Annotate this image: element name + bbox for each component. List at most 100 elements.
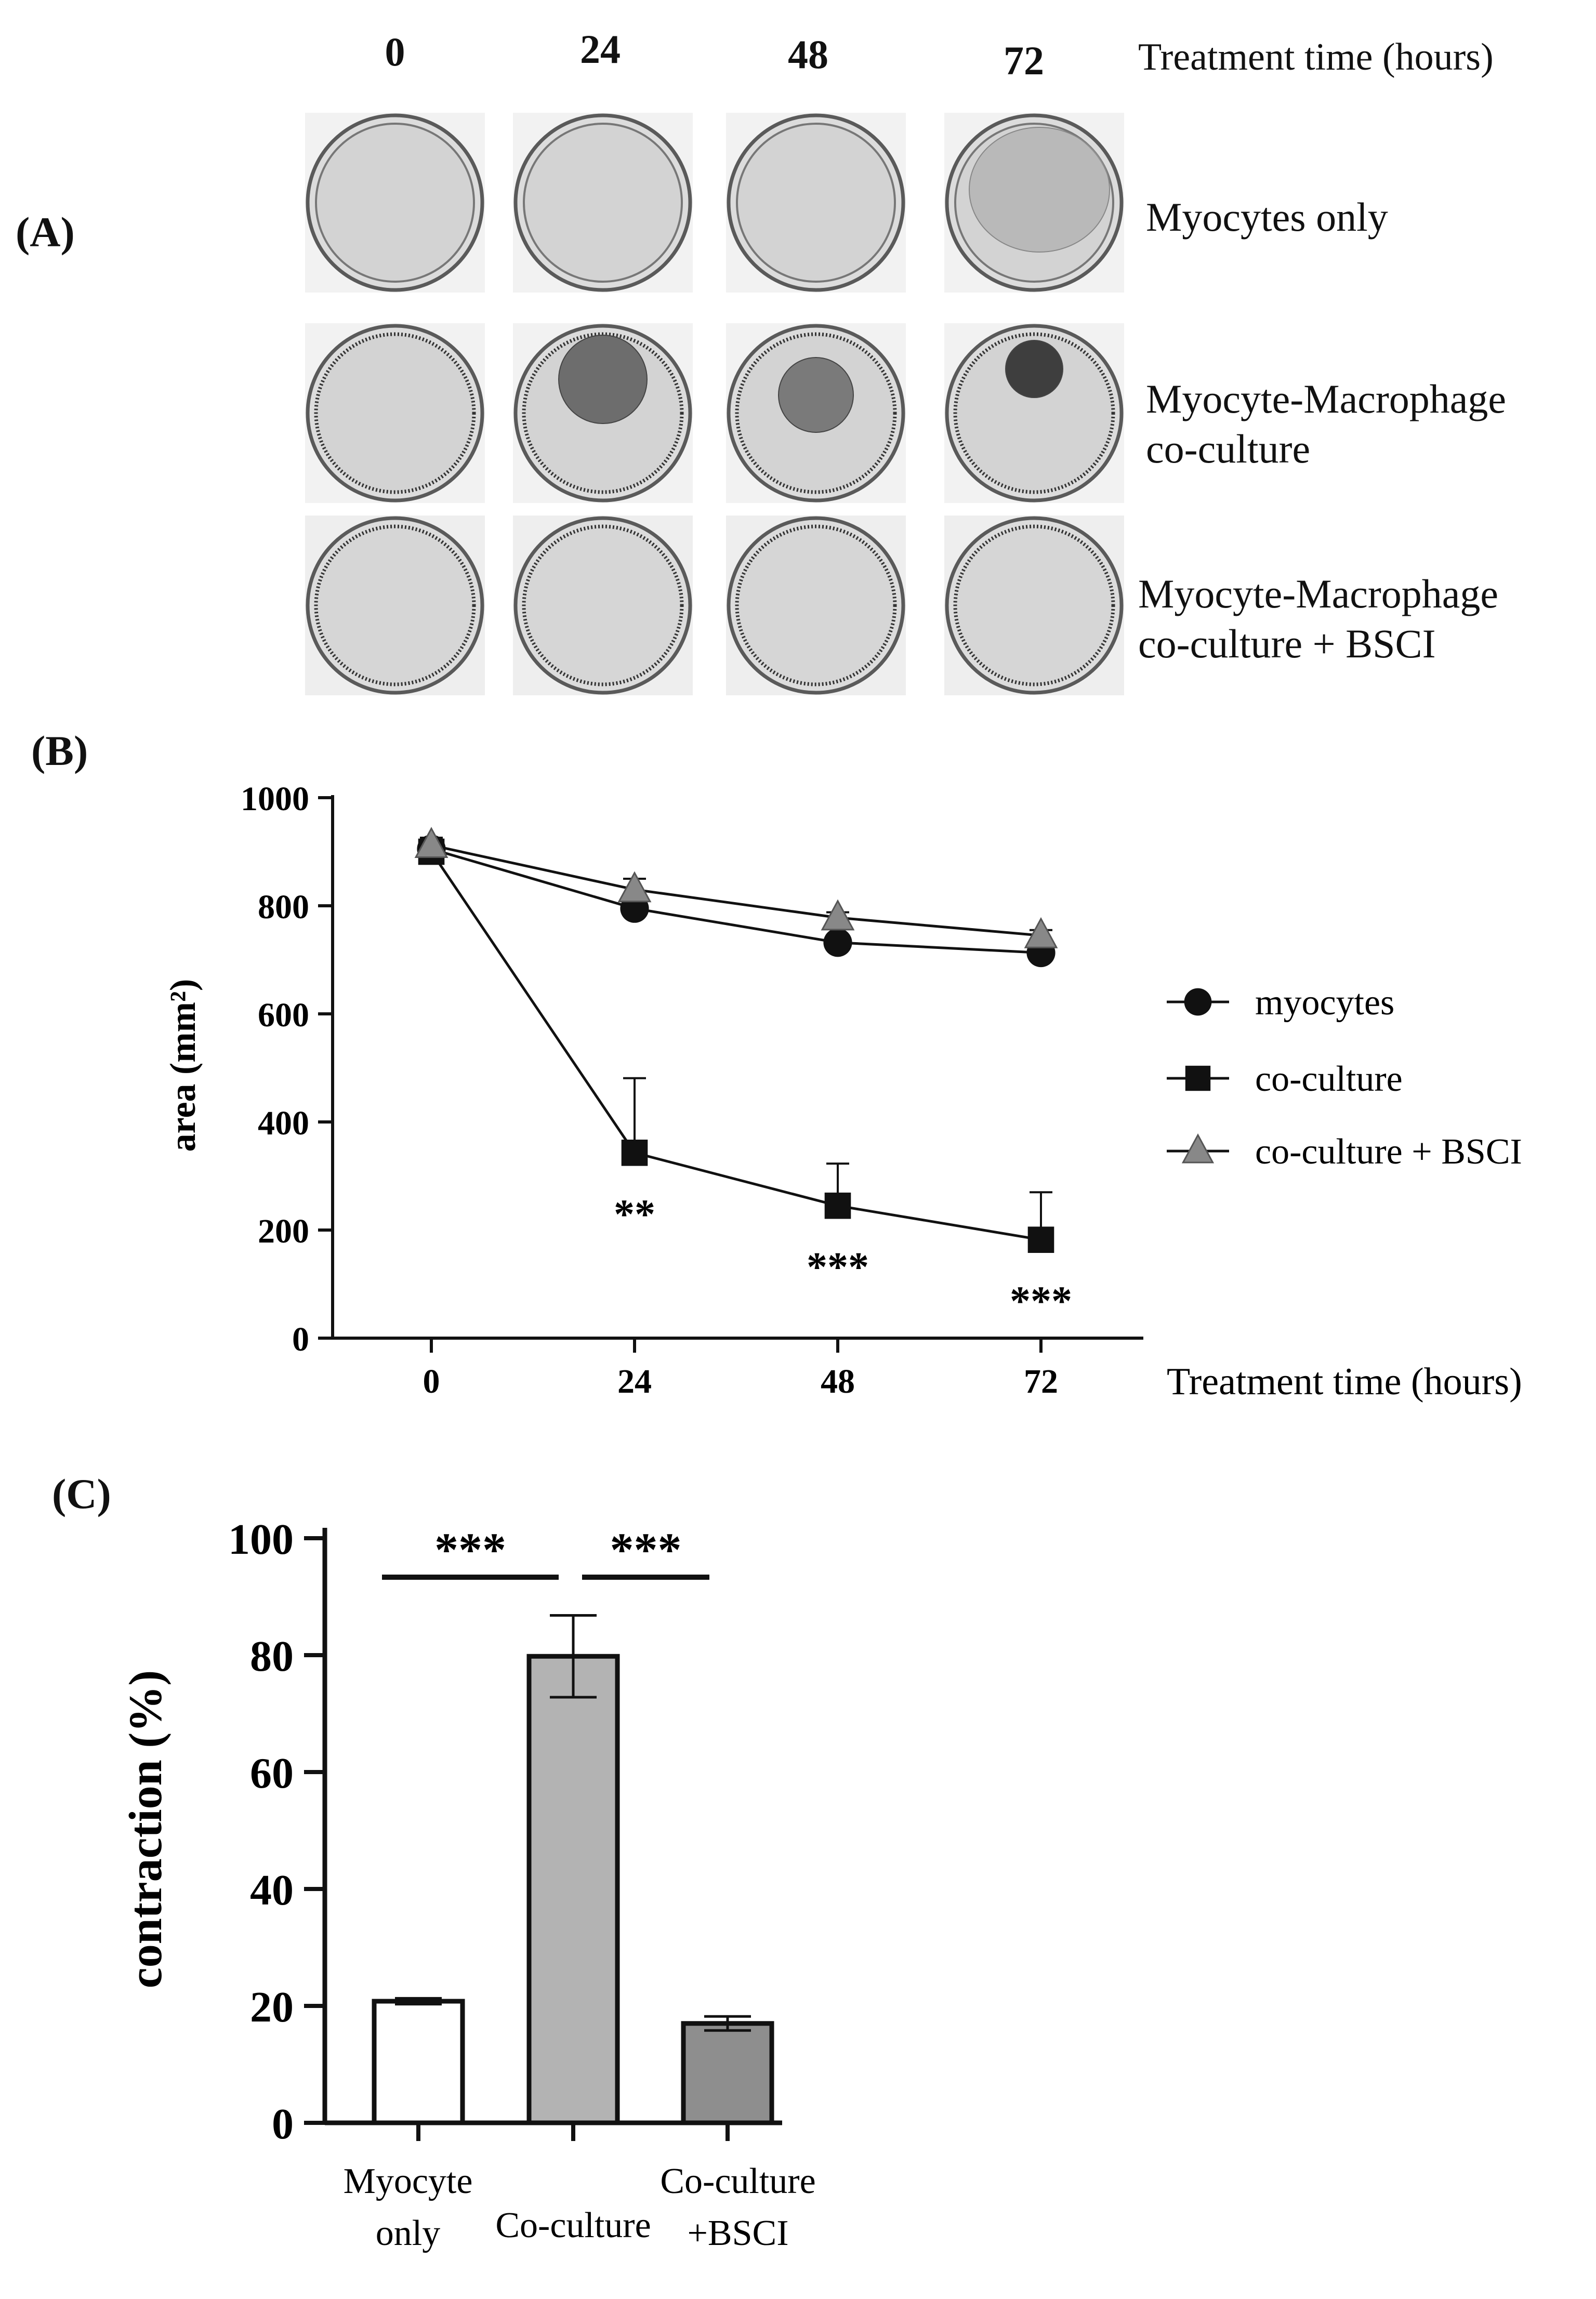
x-tick-label: 24 xyxy=(617,1363,652,1400)
dish-inner-well xyxy=(314,524,476,686)
circle-marker xyxy=(823,928,852,957)
time-header-24: 24 xyxy=(580,27,621,72)
x-category-label: Co-culture xyxy=(660,2161,815,2201)
square-marker xyxy=(621,1139,648,1166)
petri-dish-drawing xyxy=(726,113,906,293)
square-marker xyxy=(1027,1226,1054,1253)
y-tick-label: 100 xyxy=(228,1515,294,1564)
series-co-culture xyxy=(418,838,1054,1253)
dish-inner-well xyxy=(953,332,1115,494)
panel-a: 0 24 48 72 Treatment time (hours) Myocyt… xyxy=(0,0,1596,707)
line-chart-area: 0 200 400 600 800 1000 0 24 48 72 Treatment time (… xyxy=(163,780,1522,1403)
dish-inner-well xyxy=(315,123,475,283)
petri-dish-photo xyxy=(725,514,907,696)
petri-dish-drawing xyxy=(726,516,906,695)
petri-dish-photo xyxy=(512,112,694,294)
x-category-label: +BSCI xyxy=(687,2213,788,2253)
circle-marker xyxy=(1184,988,1212,1016)
time-header-72: 72 xyxy=(1004,38,1044,83)
y-tick-label: 600 xyxy=(258,996,309,1034)
dish-inner-well xyxy=(953,524,1115,686)
petri-dish-photo xyxy=(512,322,694,504)
petri-dish-drawing xyxy=(944,113,1124,293)
time-header-48: 48 xyxy=(788,32,828,77)
legend-label: co-culture xyxy=(1255,1059,1403,1099)
bar xyxy=(681,2021,774,2125)
x-tick-label: 48 xyxy=(821,1363,855,1400)
y-tick-label: 60 xyxy=(250,1749,294,1798)
contracted-gel xyxy=(1005,340,1063,398)
significance-stars: *** xyxy=(434,1523,506,1576)
bar xyxy=(526,1654,620,2125)
x-category-label: only xyxy=(376,2213,440,2253)
row-label-myocytes-only: Myocytes only xyxy=(1146,192,1388,242)
y-tick-label: 1000 xyxy=(241,780,309,818)
x-category-label: Co-culture xyxy=(495,2205,651,2245)
y-tick-label: 0 xyxy=(292,1320,309,1358)
y-axis-title: contraction (%) xyxy=(120,1670,172,1988)
square-marker xyxy=(1185,1065,1211,1091)
petri-dish-photo xyxy=(943,322,1125,504)
row-label-coculture: Myocyte-Macrophage co-culture xyxy=(1146,374,1506,474)
dish-inner-well xyxy=(314,332,476,494)
triangle-marker xyxy=(821,899,855,931)
petri-dish-photo xyxy=(725,322,907,504)
petri-dish-drawing xyxy=(513,113,693,293)
petri-dish-drawing xyxy=(305,113,485,293)
square-marker xyxy=(824,1192,851,1219)
petri-dish-photo xyxy=(512,514,694,696)
y-tick-label: 80 xyxy=(250,1632,294,1681)
y-tick-label: 0 xyxy=(272,2100,294,2148)
petri-dish-drawing xyxy=(305,516,485,695)
row-label-line: co-culture xyxy=(1146,426,1311,471)
x-category-label: Myocyte xyxy=(344,2161,473,2201)
row-label-coculture-bsci: Myocyte-Macrophage co-culture + BSCI xyxy=(1138,569,1498,669)
petri-dish-photo xyxy=(943,514,1125,696)
triangle-marker xyxy=(1181,1133,1215,1164)
time-header-0: 0 xyxy=(385,29,405,74)
y-tick-label: 200 xyxy=(258,1212,309,1250)
significance-stars: *** xyxy=(807,1245,869,1290)
bar-chart-contraction: 0 20 40 60 80 100 contraction (%) Myocyte only Co… xyxy=(120,1515,816,2253)
dish-inner-well xyxy=(735,524,897,686)
row-label-line: co-culture + BSCI xyxy=(1138,621,1436,666)
series-line xyxy=(431,844,1041,937)
legend-label: co-culture + BSCI xyxy=(1255,1132,1522,1172)
series-line xyxy=(431,848,1041,954)
triangle-marker xyxy=(617,871,652,903)
y-tick-label: 40 xyxy=(250,1866,294,1914)
panel-label-c: (C) xyxy=(52,1470,111,1517)
row-label-line: Myocytes only xyxy=(1146,194,1388,240)
row-label-line: Myocyte-Macrophage xyxy=(1146,376,1507,421)
y-tick-label: 20 xyxy=(250,1983,294,2031)
x-axis-title: Treatment time (hours) xyxy=(1167,1360,1522,1403)
petri-dish-photo xyxy=(304,514,486,696)
petri-dish-photo xyxy=(943,112,1125,294)
triangle-marker xyxy=(1024,917,1058,948)
triangle-marker xyxy=(414,827,449,858)
series-line xyxy=(430,851,1041,1241)
petri-dish-drawing xyxy=(726,323,906,503)
contracted-gel xyxy=(558,335,648,424)
petri-dish-photo xyxy=(725,112,907,294)
y-tick-label: 400 xyxy=(258,1104,309,1142)
petri-dish-photo xyxy=(304,112,486,294)
petri-dish-drawing xyxy=(513,323,693,503)
panel-label-a: (A) xyxy=(16,208,75,256)
series-myocytes xyxy=(417,835,1056,968)
x-tick-label: 72 xyxy=(1024,1363,1058,1400)
dish-inner-well xyxy=(736,123,896,283)
petri-dish-drawing xyxy=(944,516,1124,695)
petri-dish-drawing xyxy=(305,323,485,503)
row-label-line: Myocyte-Macrophage xyxy=(1138,571,1499,616)
y-tick-label: 800 xyxy=(258,888,309,926)
y-axis-title: area (mm²) xyxy=(163,979,203,1152)
dish-inner-well xyxy=(522,524,684,686)
petri-dish-drawing xyxy=(513,516,693,695)
legend-label: myocytes xyxy=(1255,983,1394,1023)
significance-stars: *** xyxy=(610,1523,682,1576)
dish-inner-well xyxy=(523,123,683,283)
significance-stars: *** xyxy=(1010,1279,1072,1325)
contracted-gel xyxy=(969,127,1110,253)
contracted-gel xyxy=(778,357,854,433)
